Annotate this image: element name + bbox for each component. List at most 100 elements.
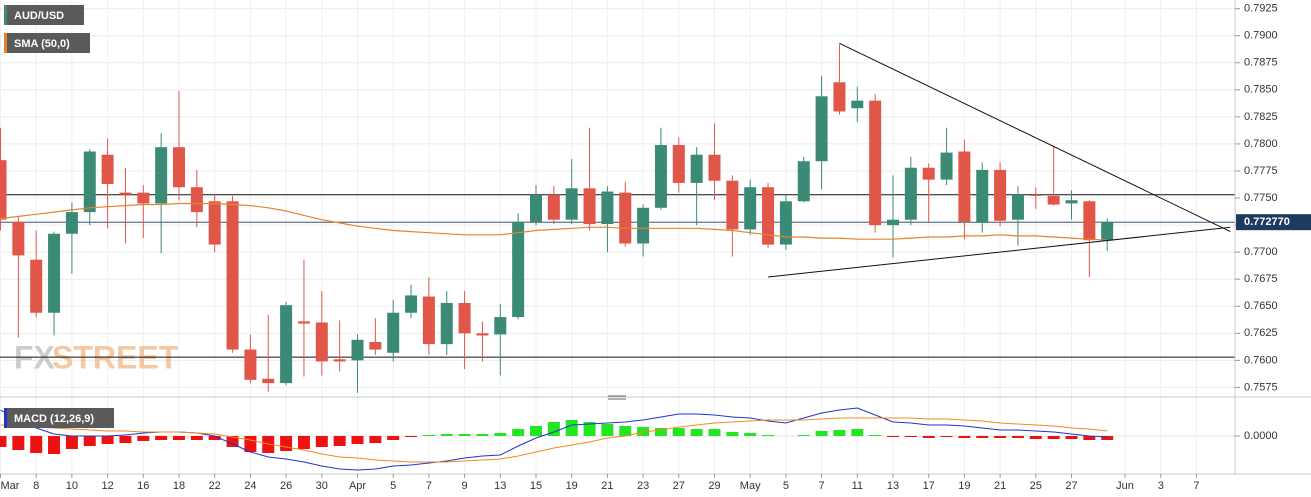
candle-body: [1101, 221, 1114, 241]
y-tick-label: 0.7650: [1244, 300, 1278, 312]
candle-body: [476, 333, 489, 336]
x-tick-label: 21: [601, 480, 613, 492]
x-tick-label: 9: [462, 480, 468, 492]
legend-price: AUD/USD: [4, 5, 84, 25]
candle-body: [48, 233, 61, 313]
macd-histogram-bar: [762, 435, 775, 436]
macd-histogram-bar: [119, 436, 132, 443]
sma-line: [0, 202, 1108, 241]
y-tick-label: 0.7625: [1244, 327, 1278, 339]
candle-body: [708, 154, 721, 181]
x-tick-label: Jun: [1116, 480, 1134, 492]
x-tick-label: 5: [783, 480, 789, 492]
macd-histogram-bar: [1083, 436, 1096, 440]
macd-histogram-bar: [922, 436, 935, 438]
x-tick-label: 12: [101, 480, 113, 492]
candle-body: [155, 147, 168, 204]
x-tick-label: 13: [494, 480, 506, 492]
candle-body: [422, 296, 435, 345]
candle-body: [440, 303, 453, 345]
macd-histogram-bar: [333, 436, 346, 446]
legend-label: AUD/USD: [14, 10, 64, 22]
candle-body: [101, 154, 114, 184]
macd-histogram-bar: [672, 428, 685, 436]
candle-body: [405, 295, 418, 313]
candle-body: [137, 192, 150, 204]
candle-body: [940, 152, 953, 180]
candle-body: [12, 221, 25, 256]
candle-body: [387, 312, 400, 353]
macd-histogram-bar: [83, 436, 96, 446]
candle-body: [904, 167, 917, 220]
macd-histogram-bar: [387, 436, 400, 440]
macd-histogram-bar: [619, 426, 632, 436]
candle-body: [333, 359, 346, 362]
x-tick-label: 17: [923, 480, 935, 492]
candle-body: [0, 160, 7, 220]
last-price-label: 0.772770: [1244, 216, 1290, 228]
candle-body: [672, 145, 685, 183]
y-tick-label: 0.7600: [1244, 354, 1278, 366]
candle-body: [280, 305, 293, 384]
trend-line: [767, 226, 1231, 278]
x-tick-label: 30: [316, 480, 328, 492]
candle-body: [315, 322, 328, 362]
x-tick-label: 25: [1030, 480, 1042, 492]
x-tick-label: 7: [426, 480, 432, 492]
x-tick-label: 18: [173, 480, 185, 492]
candle-body: [530, 194, 542, 222]
x-tick-label: 19: [958, 480, 970, 492]
candle-body: [744, 187, 757, 230]
macd-histogram-bar: [30, 436, 43, 453]
macd-histogram-bar: [405, 436, 418, 437]
x-tick-label: 8: [33, 480, 39, 492]
macd-histogram-bar: [726, 432, 739, 436]
x-tick-label: 29: [708, 480, 720, 492]
macd-histogram-bar: [458, 434, 471, 436]
macd-histogram-bar: [494, 433, 507, 436]
macd-histogram-bar: [226, 436, 239, 447]
x-tick-label: 21: [994, 480, 1006, 492]
candle-body: [833, 82, 846, 112]
macd-histogram-bar: [887, 436, 899, 437]
y-tick-label: 0.0000: [1244, 430, 1278, 442]
macd-histogram-bar: [797, 435, 810, 436]
x-tick-label: 26: [280, 480, 292, 492]
macd-histogram-bar: [208, 436, 221, 440]
legend-macd: MACD (12,26,9): [4, 408, 114, 428]
candle-body: [65, 212, 78, 234]
candle-body: [583, 188, 596, 225]
macd-histogram-bar: [690, 429, 703, 436]
panel-grip: [608, 395, 626, 400]
candle-body: [83, 151, 96, 213]
macd-histogram-bar: [815, 431, 828, 436]
candle-body: [208, 201, 221, 245]
y-tick-label: 0.7875: [1244, 57, 1278, 69]
macd-histogram-bar: [833, 430, 846, 436]
macd-histogram-bar: [940, 436, 953, 437]
macd-histogram-bar: [369, 436, 382, 443]
candle-body: [565, 188, 578, 220]
legend-box: [4, 408, 114, 428]
x-tick-label: 16: [137, 480, 149, 492]
candle-body: [726, 180, 739, 230]
x-tick-label: 27: [673, 480, 685, 492]
y-tick-label: 0.7925: [1244, 3, 1278, 15]
macd-histogram-bar: [315, 436, 328, 447]
macd-histogram-bar: [422, 435, 435, 436]
macd-histogram-bar: [530, 426, 542, 436]
candle-body: [458, 303, 471, 334]
x-tick-label: Apr: [349, 480, 366, 492]
candle-body: [994, 169, 1007, 221]
legend-label: SMA (50,0): [14, 38, 70, 50]
x-tick-label: 7: [819, 480, 825, 492]
candle-body: [1047, 195, 1060, 205]
candle-body: [1011, 194, 1024, 220]
macd-histogram-bar: [280, 436, 293, 451]
candle-body: [815, 96, 828, 162]
legend-swatch: [4, 408, 7, 428]
candle-body: [173, 147, 185, 188]
legend-box: [4, 5, 84, 25]
candle-body: [351, 339, 364, 361]
